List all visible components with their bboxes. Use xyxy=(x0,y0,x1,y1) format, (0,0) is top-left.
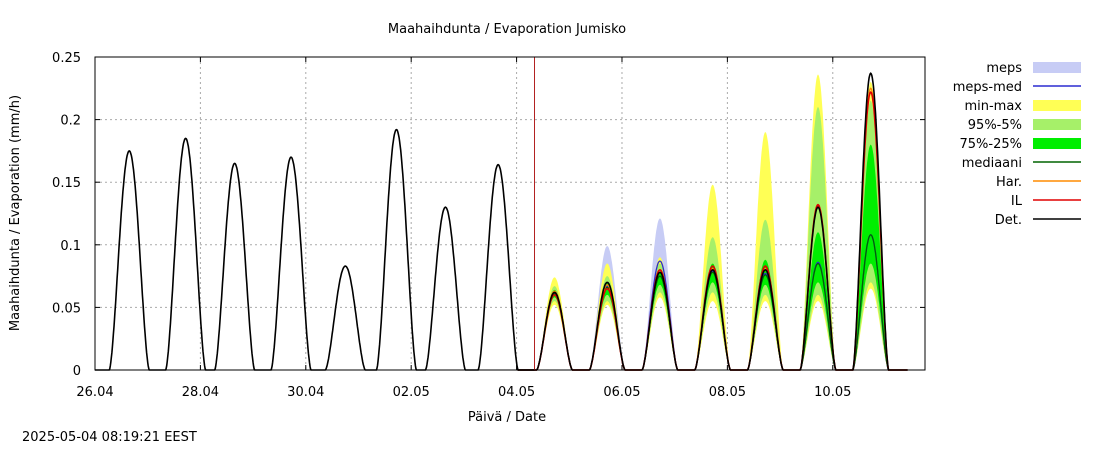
y-tick-label: 0.25 xyxy=(52,51,81,66)
y-tick-label: 0.15 xyxy=(52,176,81,191)
legend-label-p75-25: 75%-25% xyxy=(960,137,1022,152)
legend: meps meps-med min-max 95%-5% 75%-25% mediaani… xyxy=(953,61,1081,228)
x-tick-label: 10.05 xyxy=(814,385,851,400)
legend-swatch-meps xyxy=(1033,62,1081,73)
y-tick-label: 0.05 xyxy=(52,301,81,316)
y-tick-label: 0.2 xyxy=(60,114,81,129)
legend-label-meps-med: meps-med xyxy=(953,80,1022,95)
legend-label-det: Det. xyxy=(995,213,1022,228)
x-tick-label: 06.05 xyxy=(603,385,640,400)
x-tick-label: 02.05 xyxy=(393,385,430,400)
legend-swatch-p75-25 xyxy=(1033,138,1081,149)
y-axis-label: Maahaihdunta / Evaporation (mm/h) xyxy=(8,95,23,331)
plot-frame xyxy=(94,56,926,371)
x-tick-label: 04.05 xyxy=(498,385,535,400)
x-axis-label: Päivä / Date xyxy=(468,410,546,425)
legend-label-il: IL xyxy=(1011,194,1023,209)
line-det-observed xyxy=(95,128,535,371)
x-tick-label: 08.05 xyxy=(709,385,746,400)
plot-area: 0 0.05 0.1 0.15 0.2 0.25 26.04 28.04 30.04 02.05 0… xyxy=(52,51,926,400)
legend-swatch-p95-5 xyxy=(1033,119,1081,130)
legend-label-har: Har. xyxy=(996,175,1022,190)
legend-label-mediaani: mediaani xyxy=(962,156,1022,171)
band-min-max xyxy=(517,74,908,370)
x-tick-label: 30.04 xyxy=(287,385,324,400)
x-tick-label: 26.04 xyxy=(76,385,113,400)
legend-label-meps: meps xyxy=(986,61,1022,76)
legend-label-p95-5: 95%-5% xyxy=(968,118,1022,133)
chart-title: Maahaihdunta / Evaporation Jumisko xyxy=(388,22,626,37)
legend-label-min-max: min-max xyxy=(964,99,1022,114)
y-tick-label: 0.1 xyxy=(60,239,81,254)
legend-swatch-min-max xyxy=(1033,100,1081,111)
timestamp: 2025-05-04 08:19:21 EEST xyxy=(22,430,197,445)
y-tick-label: 0 xyxy=(73,364,81,379)
x-tick-label: 28.04 xyxy=(182,385,219,400)
